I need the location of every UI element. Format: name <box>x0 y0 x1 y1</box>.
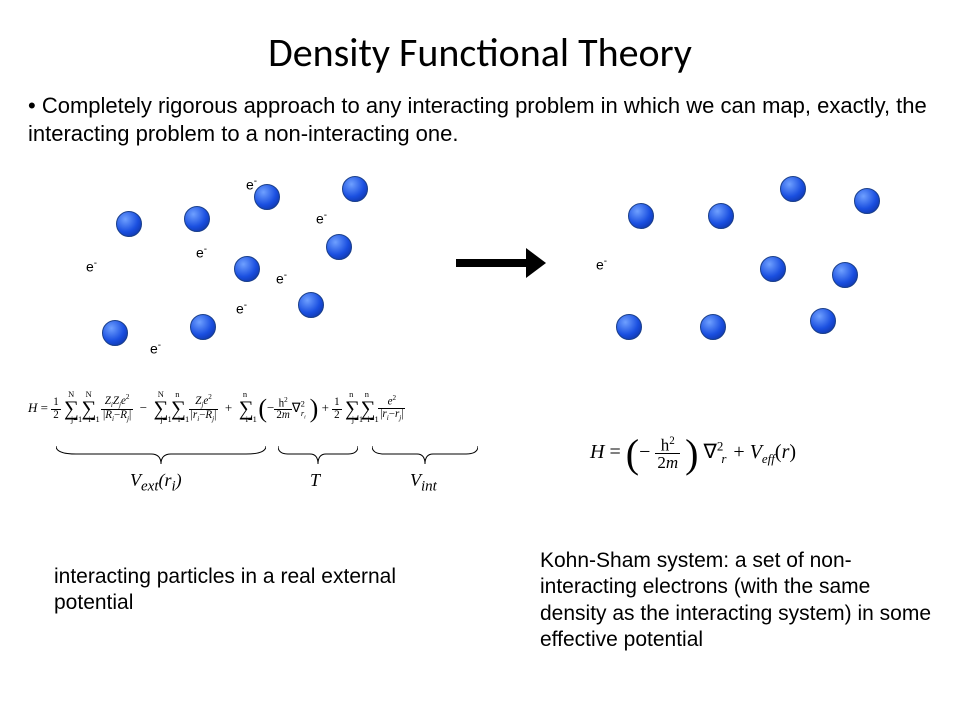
electron-dot <box>326 234 352 260</box>
intro-bullet: • Completely rigorous approach to any in… <box>28 92 928 147</box>
electron-label: e- <box>196 244 207 261</box>
electron-dot <box>254 184 280 210</box>
page-title: Density Functional Theory <box>0 28 960 77</box>
left-caption: interacting particles in a real external… <box>54 564 414 617</box>
electron-dot <box>708 203 734 229</box>
label-vint: Vint <box>410 470 437 496</box>
interacting-hamiltonian: H = 12 ∑j=1N ∑i=1N ZiZje2|Ri−Rj| − ∑j=1N… <box>28 394 405 424</box>
electron-dot <box>832 262 858 288</box>
electron-label: e- <box>246 176 257 193</box>
electron-dot <box>780 176 806 202</box>
electron-label: e- <box>86 258 97 275</box>
electron-dot <box>234 256 260 282</box>
electron-dot <box>616 314 642 340</box>
label-T: T <box>310 470 320 491</box>
electron-label: e- <box>596 256 607 273</box>
electron-dot <box>854 188 880 214</box>
electron-dot <box>116 211 142 237</box>
kohn-sham-hamiltonian: H = (− h22m ) ∇2r + Veff(r) <box>590 430 796 477</box>
electron-dot <box>298 292 324 318</box>
electron-dot <box>760 256 786 282</box>
electron-dot <box>190 314 216 340</box>
electron-dot <box>342 176 368 202</box>
electron-label: e- <box>150 340 161 357</box>
brace-vext <box>56 446 266 466</box>
brace-T <box>278 446 358 466</box>
brace-vint <box>372 446 478 466</box>
electron-dot <box>628 203 654 229</box>
electron-label: e- <box>236 300 247 317</box>
electron-label: e- <box>276 270 287 287</box>
mapping-arrow <box>456 248 546 283</box>
right-caption: Kohn-Sham system: a set of non-interacti… <box>540 548 940 653</box>
electron-label: e- <box>316 210 327 227</box>
electron-dot <box>700 314 726 340</box>
electron-dot <box>184 206 210 232</box>
electron-dot <box>810 308 836 334</box>
electron-dot <box>102 320 128 346</box>
label-vext: Vext(ri) <box>130 470 182 496</box>
